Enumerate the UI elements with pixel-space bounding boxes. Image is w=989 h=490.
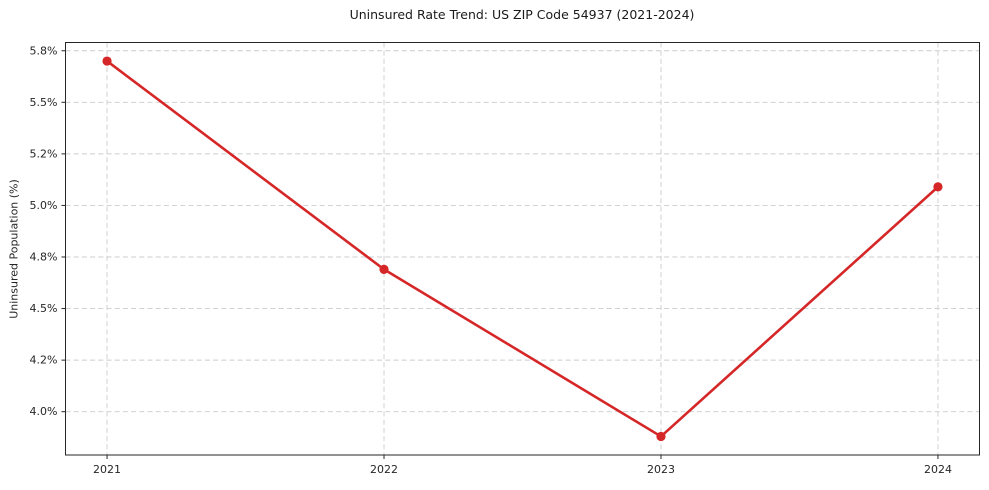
y-tick-label: 4.8% bbox=[30, 251, 58, 264]
y-tick-label: 5.2% bbox=[30, 147, 58, 160]
data-point-2023 bbox=[656, 431, 666, 442]
data-point-2024 bbox=[933, 182, 943, 192]
y-tick-label: 4.5% bbox=[30, 302, 58, 315]
data-point-2022 bbox=[379, 264, 389, 274]
data-point-2021 bbox=[102, 56, 112, 66]
plot-border bbox=[65, 42, 980, 456]
x-tick-label: 2021 bbox=[93, 463, 121, 476]
y-tick-label: 4.0% bbox=[30, 405, 58, 418]
y-tick-label: 5.5% bbox=[30, 96, 58, 109]
y-tick-label: 5.8% bbox=[30, 44, 58, 57]
y-tick-label: 4.2% bbox=[30, 354, 58, 367]
y-axis-label: Uninsured Population (%) bbox=[7, 179, 21, 319]
y-tick-label: 5.0% bbox=[30, 199, 58, 212]
x-tick-label: 2023 bbox=[647, 463, 675, 476]
chart-title: Uninsured Rate Trend: US ZIP Code 54937 … bbox=[349, 7, 695, 22]
trend-line bbox=[105, 59, 940, 438]
x-tick-label: 2024 bbox=[924, 463, 952, 476]
x-tick-label: 2022 bbox=[370, 463, 398, 476]
